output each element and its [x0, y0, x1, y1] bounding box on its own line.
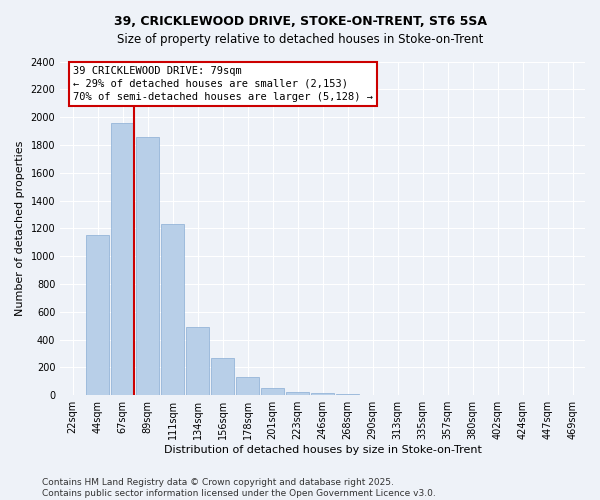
Text: 39 CRICKLEWOOD DRIVE: 79sqm
← 29% of detached houses are smaller (2,153)
70% of : 39 CRICKLEWOOD DRIVE: 79sqm ← 29% of det…: [73, 66, 373, 102]
Bar: [361, 394, 384, 395]
Text: 39, CRICKLEWOOD DRIVE, STOKE-ON-TRENT, ST6 5SA: 39, CRICKLEWOOD DRIVE, STOKE-ON-TRENT, S…: [113, 15, 487, 28]
Text: Size of property relative to detached houses in Stoke-on-Trent: Size of property relative to detached ho…: [117, 32, 483, 46]
Bar: [211, 358, 234, 395]
Bar: [286, 392, 309, 395]
Bar: [161, 224, 184, 395]
X-axis label: Distribution of detached houses by size in Stoke-on-Trent: Distribution of detached houses by size …: [164, 445, 482, 455]
Bar: [112, 122, 134, 395]
Bar: [86, 236, 109, 395]
Y-axis label: Number of detached properties: Number of detached properties: [15, 140, 25, 316]
Bar: [236, 377, 259, 395]
Text: Contains HM Land Registry data © Crown copyright and database right 2025.
Contai: Contains HM Land Registry data © Crown c…: [42, 478, 436, 498]
Bar: [136, 136, 159, 395]
Bar: [187, 327, 209, 395]
Bar: [337, 394, 359, 395]
Bar: [262, 388, 284, 395]
Bar: [311, 393, 334, 395]
